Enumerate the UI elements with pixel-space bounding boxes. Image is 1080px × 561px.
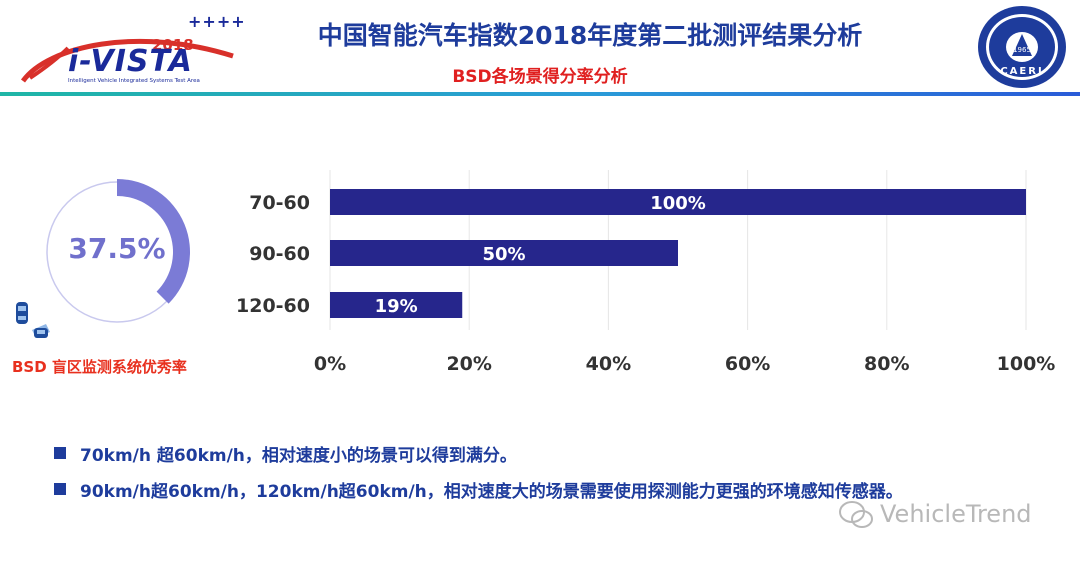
logo-tagline: Intelligent Vehicle Integrated Systems T…	[68, 78, 200, 84]
x-tick-label: 80%	[864, 353, 909, 375]
header: ++++ 2018 i-VISTA Intelligent Vehicle In…	[0, 0, 1080, 96]
blind-spot-car-icon	[16, 302, 50, 338]
logo-year: 2018	[152, 36, 194, 54]
excellence-rate-value: 37.5%	[68, 232, 166, 265]
bullet-square-icon	[54, 483, 66, 495]
bar-120-60	[330, 292, 463, 318]
bar-value-label: 19%	[375, 296, 418, 317]
ivista-logo: ++++ 2018 i-VISTA Intelligent Vehicle In…	[10, 6, 250, 86]
bsd-score-bar-chart: 0% 20% 40% 60% 80% 100% 70-60 100% 90-60 50% 120-6…	[236, 170, 1056, 375]
page-subtitle: BSD各场景得分率分析	[452, 67, 628, 87]
seal-year: 1965	[1013, 46, 1031, 54]
bar-value-label: 100%	[650, 193, 706, 214]
bar-value-label: 50%	[482, 244, 525, 265]
finding-text: 90km/h超60km/h，120km/h超60km/h，相对速度大的场景需要使…	[80, 482, 903, 502]
header-divider	[0, 92, 1080, 96]
x-tick-label: 0%	[314, 353, 346, 375]
category-label: 70-60	[249, 192, 310, 214]
watermark-text: VehicleTrend	[880, 500, 1032, 528]
category-label: 120-60	[236, 295, 310, 317]
watermark: VehicleTrend	[838, 500, 1032, 530]
x-tick-label: 40%	[586, 353, 631, 375]
logo-name: i-VISTA	[68, 44, 193, 79]
bar-70-60	[330, 189, 1026, 215]
logo-swoosh-icon	[20, 38, 234, 83]
logo-plus: ++++	[188, 12, 246, 31]
x-tick-label: 60%	[725, 353, 770, 375]
seal-name: CAERI	[1000, 66, 1043, 77]
x-tick-label: 20%	[446, 353, 491, 375]
finding-text: 70km/h 超60km/h，相对速度小的场景可以得到满分。	[80, 446, 517, 466]
bar-90-60	[330, 240, 678, 266]
category-label: 90-60	[249, 243, 310, 265]
page-title: 中国智能汽车指数2018年度第二批测评结果分析	[317, 21, 863, 50]
wechat-icon	[839, 501, 873, 528]
excellence-rate-gauge	[46, 179, 190, 323]
excellence-rate-label: BSD 盲区监测系统优秀率	[12, 358, 187, 376]
caeri-seal-icon: 1965 CAERI	[978, 6, 1066, 88]
bullet-square-icon	[54, 447, 66, 459]
x-tick-label: 100%	[997, 353, 1056, 375]
gauge-fill-arc	[117, 179, 190, 304]
